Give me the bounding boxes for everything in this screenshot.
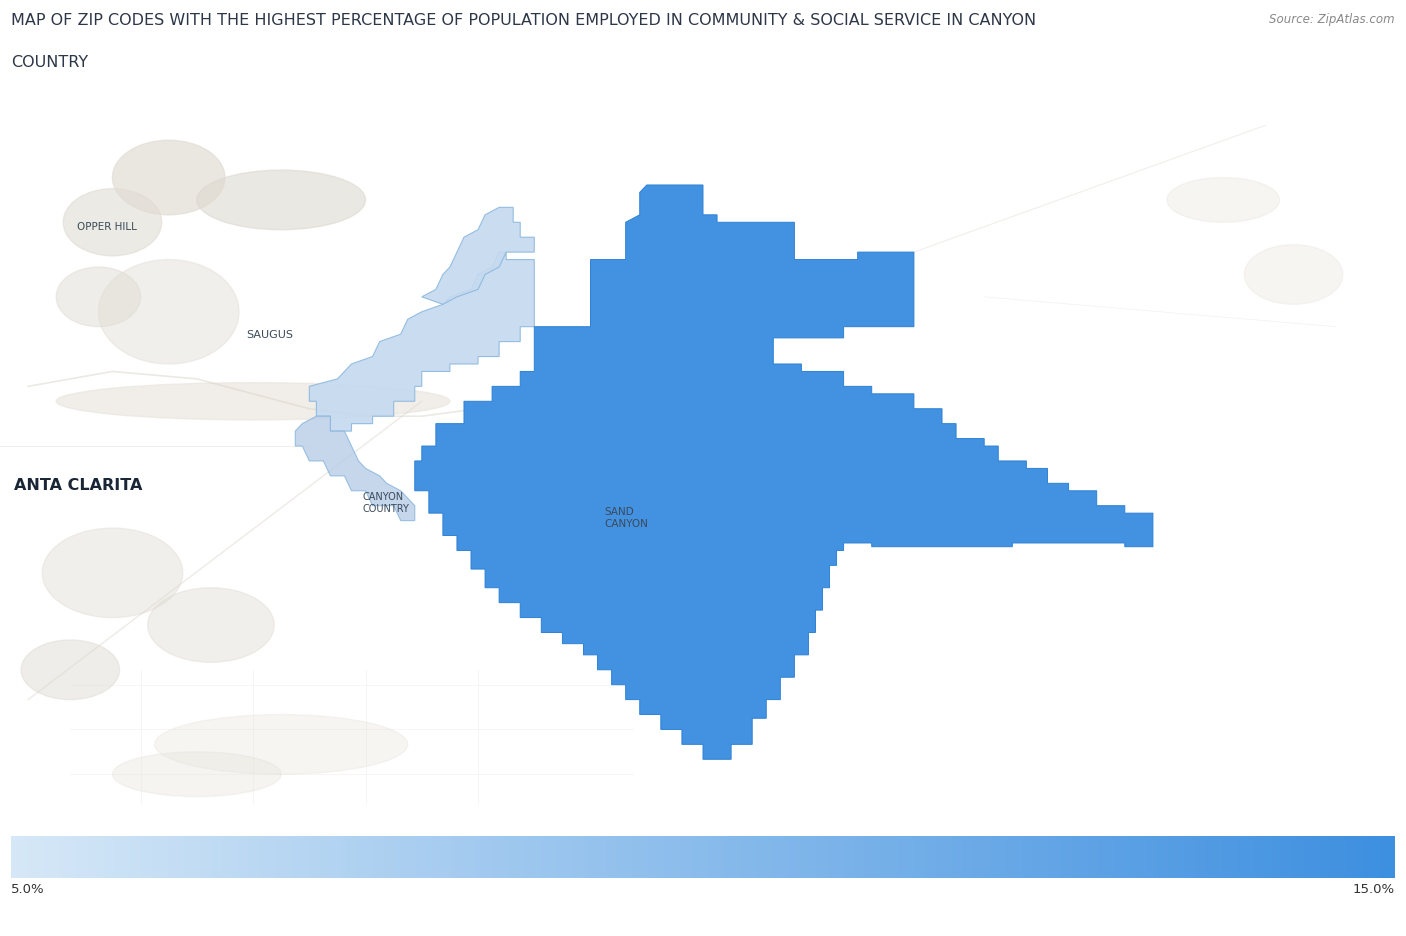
Ellipse shape bbox=[148, 588, 274, 663]
Text: 5.0%: 5.0% bbox=[11, 882, 45, 895]
Ellipse shape bbox=[1167, 179, 1279, 223]
Text: Source: ZipAtlas.com: Source: ZipAtlas.com bbox=[1270, 13, 1395, 26]
Text: ANTA CLARITA: ANTA CLARITA bbox=[14, 477, 142, 492]
Text: OPPER HILL: OPPER HILL bbox=[77, 222, 138, 232]
Ellipse shape bbox=[197, 171, 366, 230]
Ellipse shape bbox=[21, 640, 120, 700]
Text: MAP OF ZIP CODES WITH THE HIGHEST PERCENTAGE OF POPULATION EMPLOYED IN COMMUNITY: MAP OF ZIP CODES WITH THE HIGHEST PERCEN… bbox=[11, 13, 1036, 28]
Ellipse shape bbox=[112, 141, 225, 215]
Ellipse shape bbox=[112, 752, 281, 797]
Polygon shape bbox=[309, 253, 534, 431]
Ellipse shape bbox=[63, 189, 162, 256]
Ellipse shape bbox=[1244, 245, 1343, 305]
Text: COUNTRY: COUNTRY bbox=[11, 55, 89, 70]
Ellipse shape bbox=[98, 260, 239, 365]
Polygon shape bbox=[415, 185, 1153, 759]
Text: CANYON
COUNTRY: CANYON COUNTRY bbox=[363, 491, 409, 513]
Text: SAND
CANYON: SAND CANYON bbox=[605, 506, 648, 528]
Ellipse shape bbox=[155, 715, 408, 774]
Polygon shape bbox=[422, 208, 534, 305]
Ellipse shape bbox=[56, 383, 450, 420]
Text: 15.0%: 15.0% bbox=[1353, 882, 1395, 895]
Polygon shape bbox=[295, 417, 415, 521]
Text: SAUGUS: SAUGUS bbox=[246, 329, 292, 340]
Ellipse shape bbox=[42, 529, 183, 618]
Ellipse shape bbox=[56, 268, 141, 328]
